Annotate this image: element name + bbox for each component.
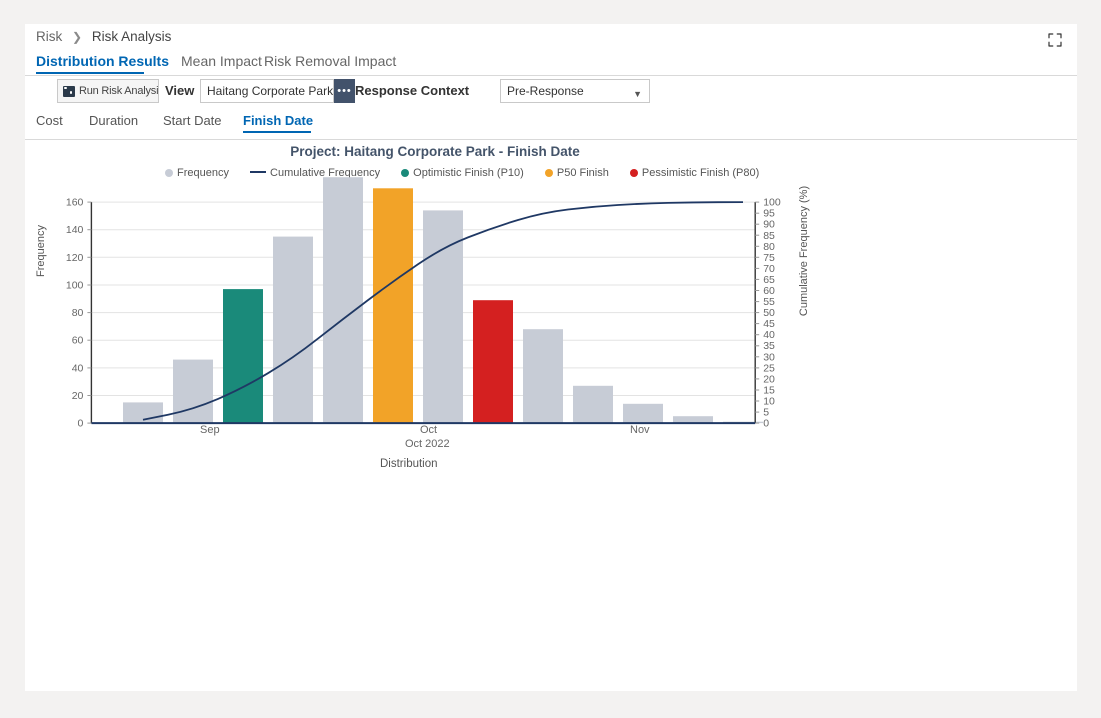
svg-text:0: 0 xyxy=(763,418,769,430)
svg-text:60: 60 xyxy=(763,285,775,297)
svg-text:30: 30 xyxy=(763,351,775,363)
svg-text:10: 10 xyxy=(763,396,775,408)
svg-text:55: 55 xyxy=(763,296,775,308)
svg-text:65: 65 xyxy=(763,274,775,286)
svg-text:70: 70 xyxy=(763,263,775,275)
svg-text:60: 60 xyxy=(72,335,84,347)
svg-text:25: 25 xyxy=(763,362,775,374)
svg-text:35: 35 xyxy=(763,340,775,352)
svg-text:50: 50 xyxy=(763,307,775,319)
svg-text:40: 40 xyxy=(72,362,84,374)
svg-text:80: 80 xyxy=(72,307,84,319)
svg-text:45: 45 xyxy=(763,318,775,330)
svg-text:85: 85 xyxy=(763,230,775,242)
svg-text:15: 15 xyxy=(763,385,775,397)
svg-text:95: 95 xyxy=(763,208,775,220)
svg-text:20: 20 xyxy=(763,373,775,385)
svg-text:75: 75 xyxy=(763,252,775,264)
svg-text:5: 5 xyxy=(763,407,769,419)
svg-text:100: 100 xyxy=(763,197,781,209)
svg-text:160: 160 xyxy=(66,197,84,209)
svg-text:20: 20 xyxy=(72,390,84,402)
svg-text:0: 0 xyxy=(78,418,84,430)
svg-text:120: 120 xyxy=(66,252,84,264)
svg-text:100: 100 xyxy=(66,280,84,292)
svg-text:90: 90 xyxy=(763,219,775,231)
svg-text:40: 40 xyxy=(763,329,775,341)
svg-text:140: 140 xyxy=(66,224,84,236)
svg-text:80: 80 xyxy=(763,241,775,253)
